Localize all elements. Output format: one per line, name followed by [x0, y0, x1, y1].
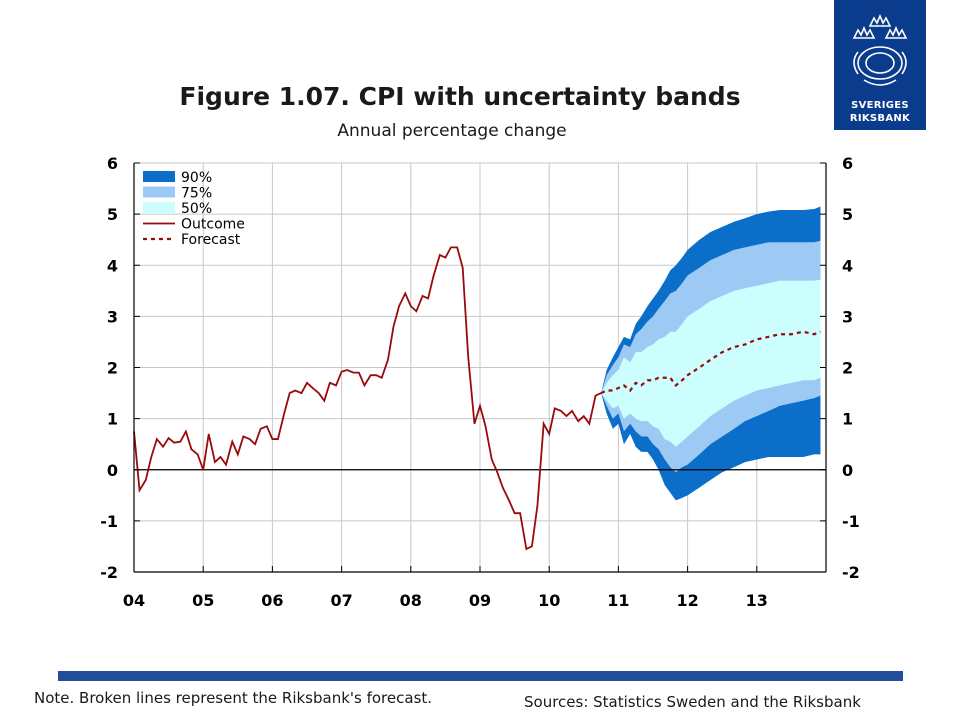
x-tick-label: 06	[261, 591, 283, 610]
x-tick-label: 12	[676, 591, 698, 610]
y-tick-label-right: 3	[842, 307, 853, 326]
legend-label: Outcome	[181, 217, 245, 233]
x-tick-label: 04	[123, 591, 145, 610]
y-tick-label-left: -1	[100, 512, 118, 531]
logo-line-2: RIKSBANK	[849, 113, 911, 124]
series-lines	[133, 246, 821, 551]
y-tick-label-right: 4	[842, 256, 853, 275]
y-tick-label-left: 0	[107, 461, 118, 480]
x-tick-label: 09	[469, 591, 491, 610]
riksbank-logo: SVERIGES RIKSBANK	[834, 0, 926, 130]
y-tick-label-right: -1	[842, 512, 860, 531]
y-tick-label-right: 5	[842, 205, 853, 224]
x-tick-label: 05	[192, 591, 214, 610]
y-tick-label-left: 4	[107, 256, 118, 275]
footer-sources: Sources: Statistics Sweden and the Riksb…	[524, 693, 861, 711]
legend-swatch	[143, 202, 175, 213]
axes: -2 -2-1 -10 01 12 23 34 45 56 604 05 06 07 08 09 10 11 12…	[100, 154, 860, 610]
y-tick-label-right: -2	[842, 563, 860, 582]
footer-note: Note. Broken lines represent the Riksban…	[34, 689, 433, 707]
legend-swatch	[143, 171, 175, 182]
x-tick-label: 08	[400, 591, 422, 610]
y-tick-label-left: -2	[100, 563, 118, 582]
legend-label: 50%	[181, 201, 212, 217]
y-tick-label-right: 1	[842, 410, 853, 429]
y-tick-label-right: 0	[842, 461, 853, 480]
uncertainty-bands	[601, 206, 821, 501]
x-tick-label: 10	[538, 591, 560, 610]
y-tick-label-left: 2	[107, 359, 118, 378]
logo-line-1: SVERIGES	[851, 100, 909, 111]
crown-seal-icon	[852, 13, 908, 86]
legend-label: 90%	[181, 170, 212, 186]
y-tick-label-left: 5	[107, 205, 118, 224]
chart-subtitle: Annual percentage change	[337, 121, 567, 141]
chart-title: Figure 1.07. CPI with uncertainty bands	[179, 82, 741, 111]
legend-label: 75%	[181, 186, 212, 202]
y-tick-label-left: 3	[107, 307, 118, 326]
legend-label: Forecast	[181, 232, 241, 248]
footer-divider-bar	[58, 671, 903, 681]
x-tick-label: 07	[330, 591, 352, 610]
y-tick-label-right: 2	[842, 359, 853, 378]
x-tick-label: 13	[746, 591, 768, 610]
y-tick-label-left: 1	[107, 410, 118, 429]
forecast-line	[600, 330, 821, 395]
band-50	[601, 279, 821, 447]
legend-swatch	[143, 186, 175, 198]
y-tick-label-right: 6	[842, 154, 853, 173]
x-tick-label: 11	[607, 591, 629, 610]
y-tick-label-left: 6	[107, 154, 118, 173]
outcome-line	[133, 246, 602, 551]
